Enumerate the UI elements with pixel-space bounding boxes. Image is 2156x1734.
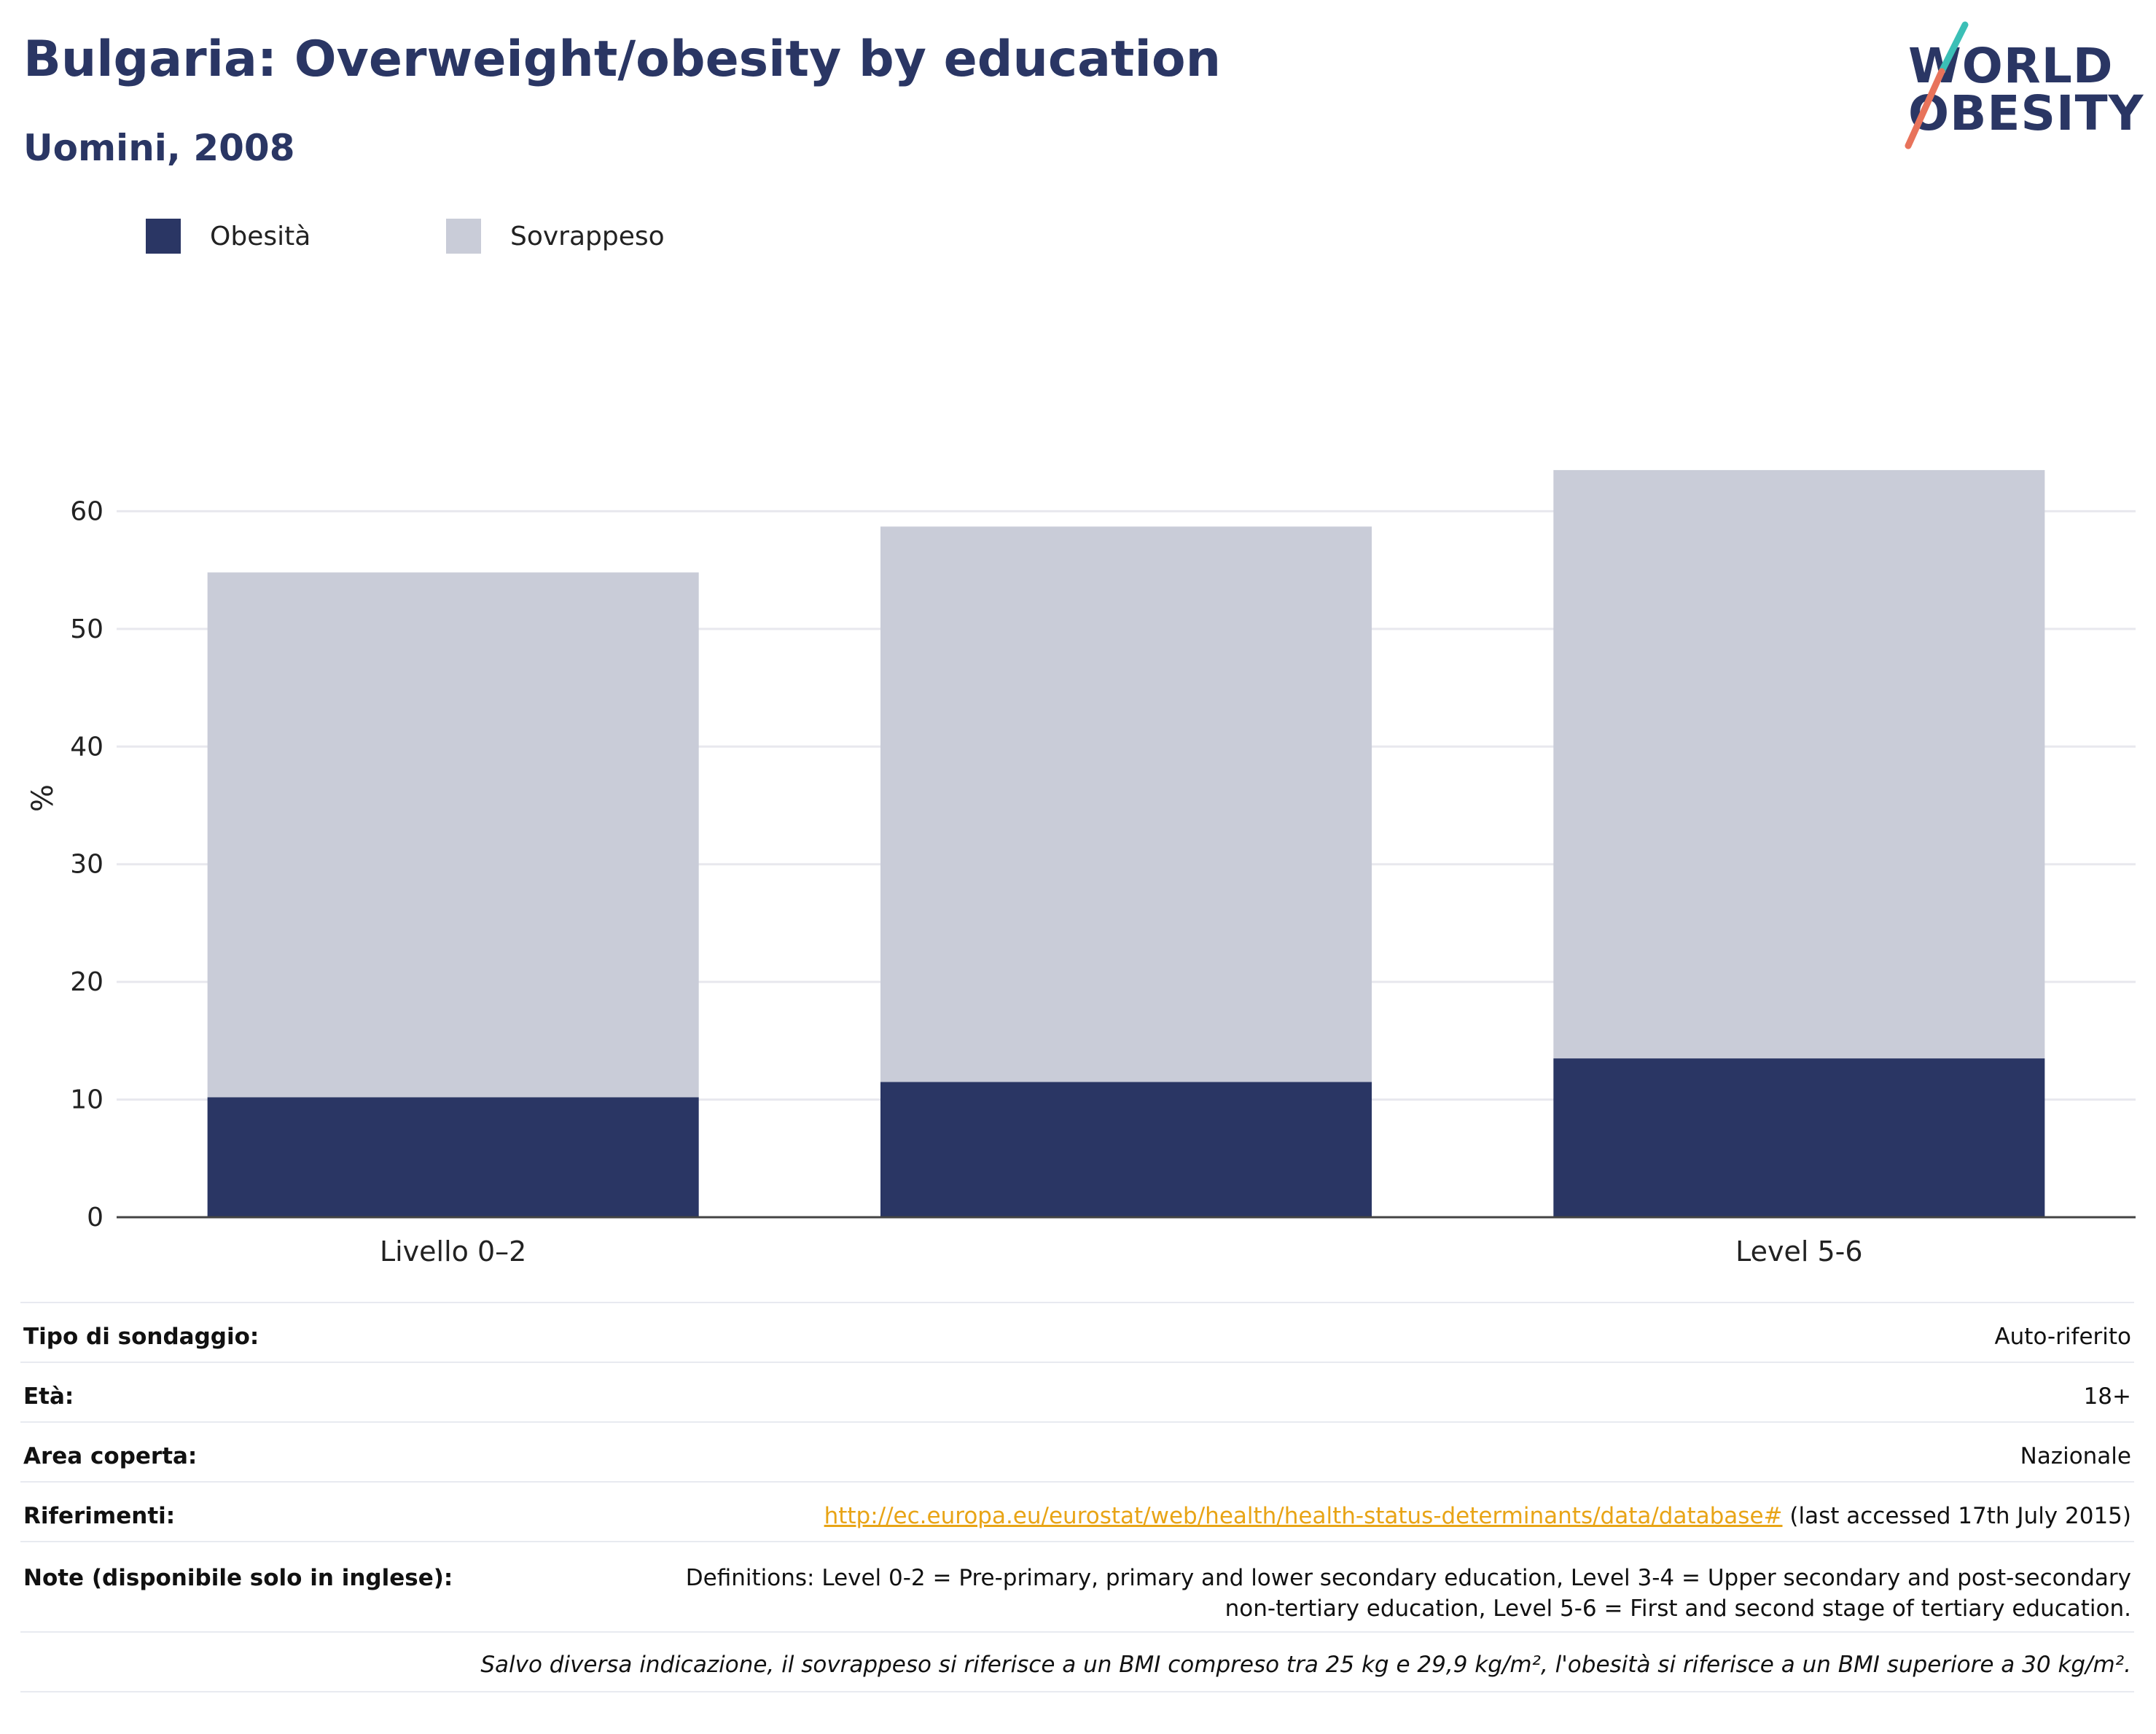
y-axis-label: % [26,784,60,812]
axis-layer: 0 10 20 30 40 50 60 Livello 0–2 Level 5-6% [26,496,2136,1268]
logo-slash-top [1938,21,1969,75]
legend-label-obesity: Obesità [210,222,311,251]
reference-suffix: (last accessed 17th July 2015) [1782,1503,2131,1529]
info-table: Tipo di sondaggio: Auto-riferito Età: 18… [20,1302,2134,1692]
bar-overweight[interactable] [1553,469,2045,1059]
logo-slash-icon [1905,21,1969,149]
logo-word-obesity: OBESITY [1908,85,2144,141]
logo-slash-bottom [1905,68,1945,149]
notes-text: Definitions: Level 0-2 = Pre-primary, pr… [685,1565,2131,1622]
bar-obesity[interactable] [1553,1058,2045,1217]
x-tick-label: Livello 0–2 [380,1235,526,1268]
y-tick-label: 50 [70,614,103,644]
info-label-references: Riferimenti: [20,1481,574,1542]
info-value-notes: Definitions: Level 0-2 = Pre-primary, pr… [574,1541,2134,1632]
y-tick-label: 30 [70,850,103,880]
info-row-notes: Note (disponibile solo in inglese): Defi… [20,1541,2134,1632]
chart-subtitle: Uomini, 2008 [23,127,295,169]
y-tick-label: 0 [87,1203,103,1233]
world-obesity-logo: WORLD OBESITY [1895,20,2143,152]
stacked-bar-chart: 0 10 20 30 40 50 60 Livello 0–2 Level 5-6% [26,469,2136,1268]
y-tick-label: 40 [70,732,103,762]
info-row-survey-type: Tipo di sondaggio: Auto-riferito [20,1302,2134,1362]
info-label-area: Area coperta: [20,1421,574,1482]
y-tick-label: 10 [70,1085,103,1115]
bar-overweight[interactable] [207,572,699,1098]
info-value-references: http://ec.europa.eu/eurostat/web/health/… [574,1481,2134,1542]
legend-swatch-overweight [446,219,481,254]
footnote-text: Salvo diversa indicazione, il sovrappeso… [20,1631,2134,1692]
y-tick-label: 60 [70,496,103,526]
bar-obesity[interactable] [880,1082,1372,1217]
legend-swatch-obesity [146,219,181,254]
info-row-age: Età: 18+ [20,1362,2134,1422]
info-label-age: Età: [20,1362,574,1422]
info-label-survey-type: Tipo di sondaggio: [20,1302,574,1362]
bar-obesity[interactable] [207,1097,699,1217]
reference-link[interactable]: http://ec.europa.eu/eurostat/web/health/… [824,1503,1783,1529]
bar-layer [207,469,2045,1217]
info-value-survey-type: Auto-riferito [574,1302,2134,1362]
info-row-references: Riferimenti: http://ec.europa.eu/eurosta… [20,1481,2134,1542]
bar-overweight[interactable] [880,526,1372,1082]
chart-title: Bulgaria: Overweight/obesity by educatio… [23,31,1221,88]
x-tick-label: Level 5-6 [1735,1235,1862,1268]
y-tick-label: 20 [70,967,103,997]
info-value-area: Nazionale [574,1421,2134,1482]
legend-label-overweight: Sovrappeso [510,222,665,251]
info-value-age: 18+ [574,1362,2134,1422]
info-row-footnote: Salvo diversa indicazione, il sovrappeso… [20,1631,2134,1692]
info-label-notes: Note (disponibile solo in inglese): [20,1541,574,1632]
info-row-area: Area coperta: Nazionale [20,1421,2134,1482]
